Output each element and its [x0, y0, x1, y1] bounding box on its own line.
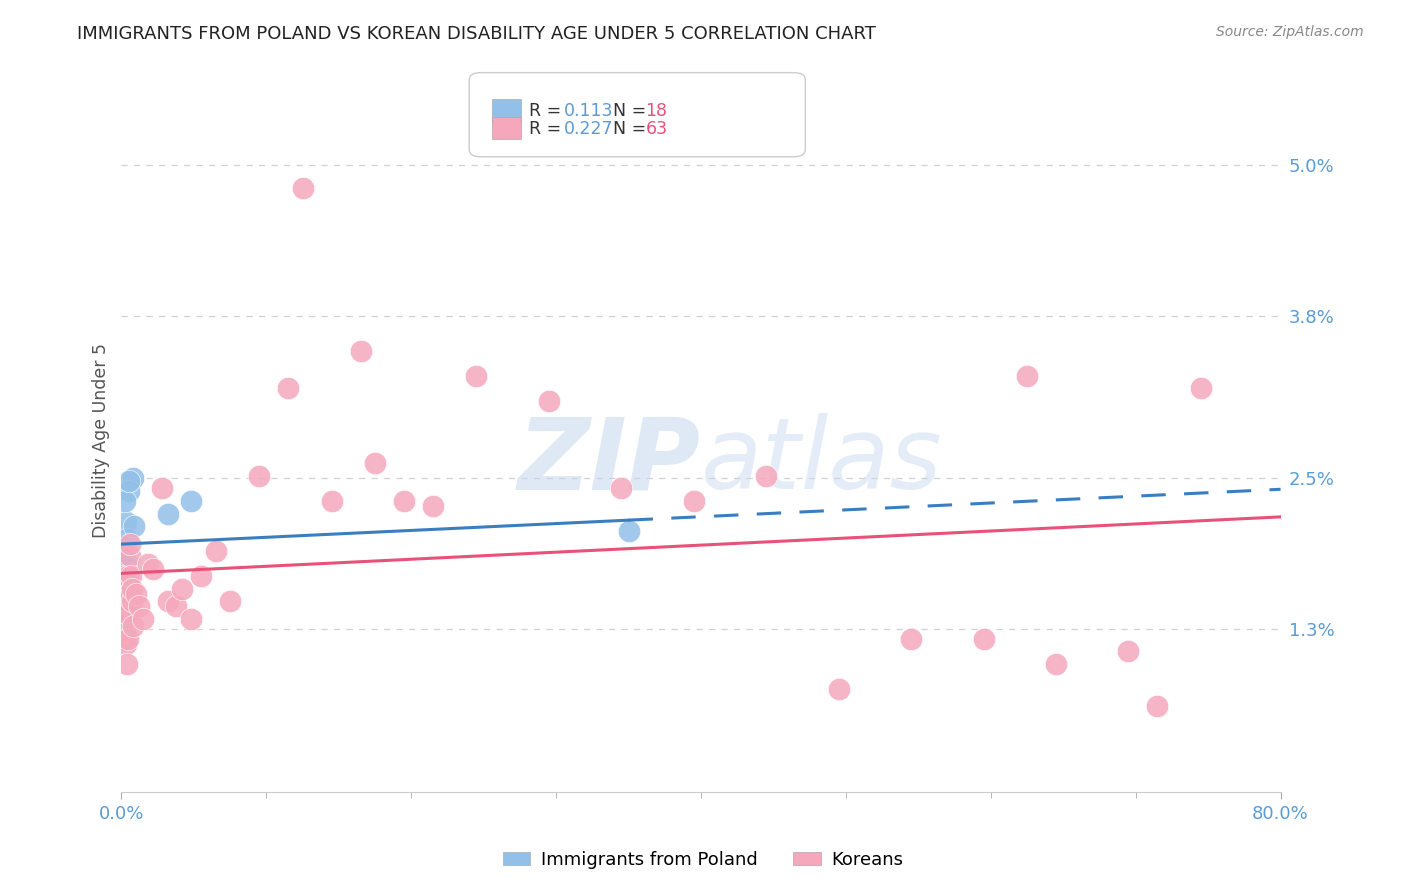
Y-axis label: Disability Age Under 5: Disability Age Under 5: [93, 343, 110, 539]
Point: [112, 569, 135, 583]
Text: 0.227: 0.227: [564, 120, 614, 137]
Point: [465, 368, 488, 383]
Point: [120, 536, 142, 550]
Point: [122, 619, 145, 633]
Point: [121, 594, 143, 608]
Point: [1015, 368, 1038, 383]
Point: [142, 561, 165, 575]
Point: [166, 599, 188, 614]
Point: [117, 632, 139, 646]
Point: [1146, 699, 1168, 714]
Text: Source: ZipAtlas.com: Source: ZipAtlas.com: [1216, 25, 1364, 39]
Point: [117, 557, 139, 571]
Point: [118, 549, 141, 563]
Point: [755, 469, 778, 483]
Text: 18: 18: [645, 103, 668, 120]
Point: [114, 599, 136, 614]
Point: [111, 594, 134, 608]
Legend: Immigrants from Poland, Koreans: Immigrants from Poland, Koreans: [495, 844, 911, 876]
Point: [117, 569, 139, 583]
Point: [115, 532, 138, 546]
Point: [111, 587, 134, 601]
Point: [122, 519, 145, 533]
Point: [190, 569, 212, 583]
Point: [128, 599, 150, 614]
Text: 63: 63: [645, 120, 668, 137]
Point: [156, 507, 179, 521]
Point: [364, 457, 387, 471]
Point: [114, 619, 136, 633]
Point: [610, 482, 633, 496]
Point: [422, 499, 444, 513]
Point: [114, 516, 136, 530]
Point: [219, 594, 242, 608]
Point: [111, 619, 134, 633]
FancyBboxPatch shape: [492, 99, 522, 121]
Point: [156, 594, 179, 608]
FancyBboxPatch shape: [470, 72, 806, 157]
Point: [180, 494, 202, 508]
Point: [115, 594, 138, 608]
FancyBboxPatch shape: [492, 117, 522, 139]
Point: [122, 471, 145, 485]
Point: [112, 632, 135, 646]
Point: [114, 582, 136, 596]
Point: [112, 612, 135, 626]
Point: [682, 494, 704, 508]
Point: [617, 524, 640, 538]
Point: [111, 549, 134, 563]
Point: [111, 582, 134, 596]
Text: 0.113: 0.113: [564, 103, 614, 120]
Point: [180, 612, 202, 626]
Point: [136, 557, 159, 571]
Text: atlas: atlas: [702, 413, 942, 510]
Text: N =: N =: [613, 103, 651, 120]
Point: [112, 569, 135, 583]
Point: [118, 587, 141, 601]
Text: N =: N =: [613, 120, 651, 137]
Point: [1189, 381, 1212, 395]
Point: [537, 393, 560, 408]
Point: [277, 381, 299, 395]
Point: [125, 587, 148, 601]
Point: [114, 494, 136, 508]
Point: [247, 469, 270, 483]
Point: [120, 569, 142, 583]
Point: [150, 482, 173, 496]
Point: [114, 607, 136, 621]
Text: IMMIGRANTS FROM POLAND VS KOREAN DISABILITY AGE UNDER 5 CORRELATION CHART: IMMIGRANTS FROM POLAND VS KOREAN DISABIL…: [77, 25, 876, 43]
Point: [115, 619, 138, 633]
Point: [172, 582, 194, 596]
Point: [827, 681, 849, 696]
Text: R =: R =: [530, 103, 567, 120]
Point: [1045, 657, 1067, 671]
Point: [117, 607, 139, 621]
Point: [349, 343, 371, 358]
Point: [121, 582, 143, 596]
Point: [392, 494, 415, 508]
Text: ZIP: ZIP: [517, 413, 702, 510]
Point: [112, 599, 135, 614]
Point: [115, 637, 138, 651]
Point: [118, 474, 141, 488]
Text: R =: R =: [530, 120, 567, 137]
Point: [111, 607, 134, 621]
Point: [204, 544, 226, 558]
Point: [900, 632, 922, 646]
Point: [132, 612, 155, 626]
Point: [321, 494, 343, 508]
Point: [112, 587, 135, 601]
Point: [112, 594, 135, 608]
Point: [111, 607, 134, 621]
Point: [112, 541, 135, 555]
Point: [114, 624, 136, 639]
Point: [291, 181, 314, 195]
Point: [1118, 644, 1140, 658]
Point: [973, 632, 995, 646]
Point: [115, 657, 138, 671]
Point: [118, 483, 141, 498]
Point: [114, 587, 136, 601]
Point: [115, 612, 138, 626]
